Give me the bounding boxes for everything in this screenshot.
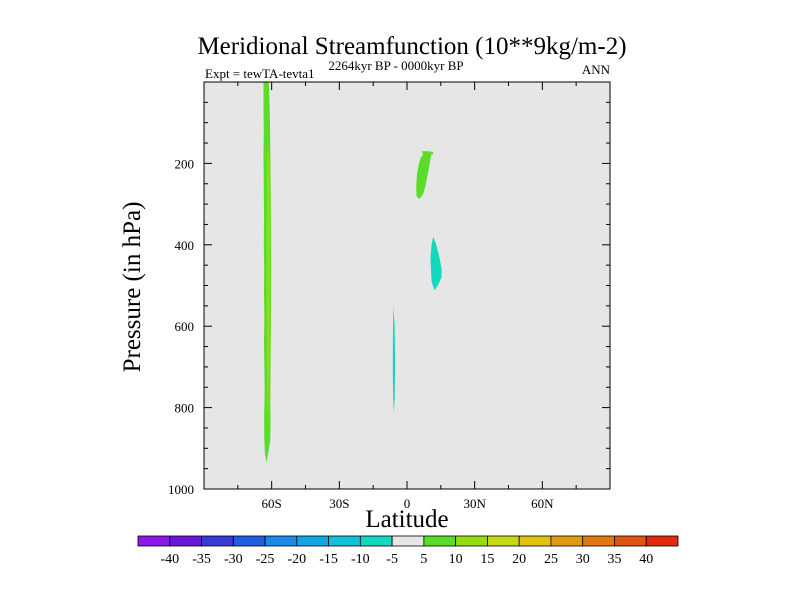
colorbar-label: -30 [224,552,243,567]
region-neg10-neg5-near-5S [392,305,395,414]
colorbar-label: -10 [351,552,370,567]
colorbar-label: -20 [287,552,306,567]
y-axis-label: Pressure (in hPa) [119,202,146,373]
y-tick-label: 200 [175,156,195,171]
colorbar-box [582,535,615,547]
colorbar-box [296,535,329,547]
colorbar-label: -40 [160,552,179,567]
x-tick-label: 0 [404,496,411,511]
colorbar-label: -25 [256,552,275,567]
colorbar-box [137,535,171,547]
colorbar-box [614,535,647,547]
colorbar-box [201,535,234,547]
y-tick-label: 600 [175,319,195,334]
x-tick-label: 60N [531,496,554,511]
center-subtitle: 2264kyr BP - 0000kyr BP [328,58,463,73]
contour-regions [263,82,442,463]
x-tick-label: 30S [329,496,349,511]
y-tick-label: 800 [175,401,195,416]
region-10-15-near-60S [266,143,270,424]
colorbar-box [264,535,298,547]
colorbar-label: 40 [639,552,653,567]
colorbar-box [391,535,425,547]
axis-ticks: 60S 30S 0 30N 60N 200 400 600 800 1000 [168,82,610,511]
x-tick-label: 60S [262,496,282,511]
colorbar-box [359,535,393,547]
colorbar-label: 20 [512,552,526,567]
colorbar-label: 25 [544,552,558,567]
colorbar-label: 10 [449,552,463,567]
colorbar-box [455,535,488,547]
colorbar-box [550,535,584,547]
colorbar-label: 30 [576,552,590,567]
left-subtitle: Expt = tewTA-tevta1 [205,66,315,81]
colorbar-box [169,535,202,547]
colorbar-label: -35 [192,552,211,567]
y-tick-label: 1000 [168,482,194,497]
colorbar-label: -15 [319,552,338,567]
x-tick-label: 30N [463,496,486,511]
colorbar-label: 5 [420,552,427,567]
region-neg10-neg5-near-10N [430,236,442,291]
colorbar-box [645,535,679,547]
plot-area [204,82,610,489]
colorbar-label: 15 [480,552,494,567]
colorbar-box [518,535,552,547]
colorbar-box [423,535,457,547]
colorbar-box [487,535,520,547]
colorbar-box [232,535,266,547]
x-axis-label: Latitude [365,506,448,533]
region-5-10-near-10N [416,151,434,200]
chart-title: Meridional Streamfunction (10**9kg/m-2) [197,33,626,60]
right-subtitle: ANN [582,62,611,77]
colorbar-label: 35 [607,552,621,567]
colorbar-label: -5 [386,552,398,567]
colorbar: -40 -35 -30 -25 -20 -15 -10 -5 5 10 15 20 25 30 35 40 [137,535,679,567]
y-tick-label: 400 [175,238,195,253]
colorbar-box [328,535,361,547]
